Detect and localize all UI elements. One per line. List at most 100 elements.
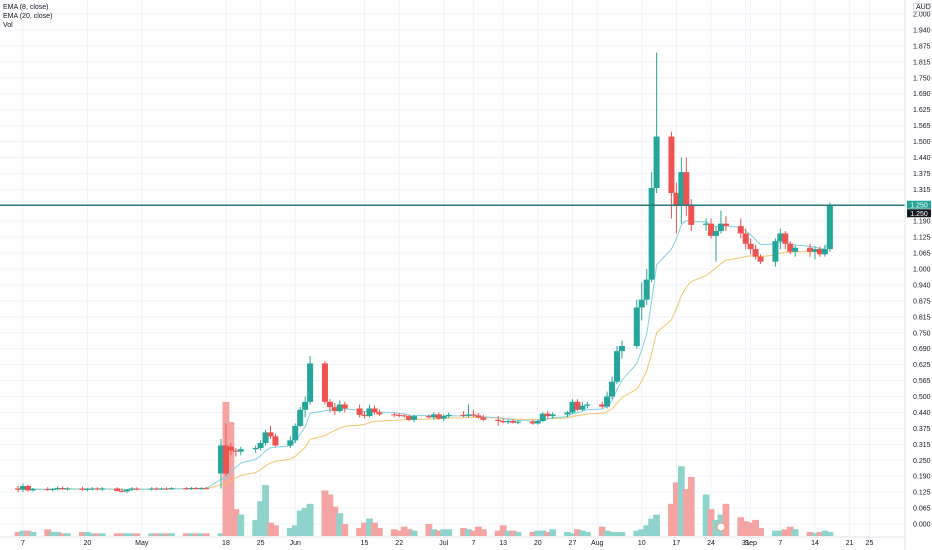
indicator-legend: EMA (8, close) EMA (20, close) Vol xyxy=(3,3,52,30)
volume-bar xyxy=(227,422,235,536)
volume-bar xyxy=(643,525,651,536)
candle-body xyxy=(336,404,343,412)
candle-body xyxy=(128,488,135,490)
candle-body xyxy=(460,414,467,417)
candle-body xyxy=(638,299,645,308)
volume-bar xyxy=(118,533,126,536)
legend-vol[interactable]: Vol xyxy=(3,22,13,29)
volume-bar xyxy=(158,533,165,536)
volume-bar xyxy=(163,533,170,536)
candle-body xyxy=(391,414,398,416)
price-tick-label: 0.750 xyxy=(913,330,931,337)
candle xyxy=(411,414,418,423)
volume-bar xyxy=(341,523,349,536)
candle xyxy=(361,411,368,419)
candle xyxy=(609,376,616,400)
candle-body xyxy=(356,408,363,415)
candle xyxy=(708,218,715,239)
volume-bar xyxy=(83,531,91,536)
hline-price-tag-bg xyxy=(907,200,931,209)
candle xyxy=(688,199,695,231)
candle xyxy=(618,340,625,359)
price-tick-label: 0.000 xyxy=(913,522,931,529)
candle xyxy=(198,487,205,490)
volume-bar xyxy=(742,521,750,536)
candle-body xyxy=(673,192,680,206)
legend-ema8[interactable]: EMA (8, close) xyxy=(3,4,49,11)
candle-body xyxy=(203,488,210,490)
volume-bar xyxy=(202,533,210,536)
currency-label[interactable]: AUD xyxy=(913,3,932,12)
volume-bar xyxy=(336,513,344,536)
candle xyxy=(59,486,66,490)
volume-bar xyxy=(702,494,710,536)
volume-bar xyxy=(618,531,626,536)
candle xyxy=(356,404,363,418)
candle xyxy=(648,172,655,283)
time-tick-label: 15 xyxy=(361,540,369,547)
candle xyxy=(495,416,502,426)
volume-bar xyxy=(291,525,299,536)
candle-body xyxy=(307,363,314,402)
volume-bar xyxy=(653,514,660,536)
candle-body xyxy=(569,401,576,413)
event-marker[interactable] xyxy=(716,522,726,532)
candle xyxy=(406,414,413,422)
candle-body xyxy=(396,414,403,416)
candle-body xyxy=(465,414,472,417)
time-axis[interactable]: 7 20 May 18 25 Jun 15 22 Jul 7 13 20 27 Aug 10 17 24 31Se… xyxy=(0,536,905,547)
candle-body xyxy=(529,421,536,424)
volume-bar xyxy=(331,506,339,536)
volume-bar xyxy=(128,533,136,536)
candle xyxy=(643,269,650,305)
volume-bar xyxy=(544,531,552,536)
candle-body xyxy=(227,446,234,451)
candle xyxy=(188,486,195,490)
candle-body xyxy=(287,440,294,446)
candle xyxy=(49,487,56,492)
price-tick-label: 0.440 xyxy=(913,410,931,417)
price-tick-label: 0.625 xyxy=(913,362,931,369)
candle xyxy=(425,414,432,419)
candle xyxy=(435,412,442,420)
candle xyxy=(15,485,22,493)
price-tick-label: 1.000 xyxy=(913,267,931,274)
price-tick-label: 0.190 xyxy=(913,474,931,481)
candle xyxy=(252,445,259,453)
candle xyxy=(787,241,794,255)
time-tick-label: 25 xyxy=(257,540,265,547)
candle-body xyxy=(49,488,56,490)
time-tick-label: 17 xyxy=(673,540,681,547)
candle-body xyxy=(148,488,155,490)
candle xyxy=(812,246,818,260)
volume-bar xyxy=(430,529,438,536)
candle xyxy=(549,412,556,419)
candle-body xyxy=(579,405,586,410)
candle-body xyxy=(119,490,125,492)
candle-body xyxy=(549,414,556,417)
volume-bar xyxy=(306,503,314,536)
price-tick-label: 0.065 xyxy=(913,506,931,513)
time-tick-label: Jul xyxy=(439,540,448,547)
candle xyxy=(64,487,71,491)
legend-ema20[interactable]: EMA (20, close) xyxy=(3,13,53,20)
candle-body xyxy=(331,407,338,412)
volume-bar xyxy=(460,527,467,536)
price-tick-label: 1.815 xyxy=(913,59,931,66)
volume-bar xyxy=(267,522,274,536)
volume-bar xyxy=(494,530,502,536)
volume-bar xyxy=(574,529,581,536)
volume-bar xyxy=(539,530,547,536)
candle-body xyxy=(321,363,328,402)
price-axis[interactable]: 2.000 1.940 1.875 1.815 1.750 1.690 1.625 1.565… xyxy=(904,0,931,550)
candle xyxy=(584,401,591,409)
candle xyxy=(544,411,551,419)
candle-body xyxy=(292,425,299,441)
candle xyxy=(569,399,576,414)
candle-body xyxy=(302,401,309,410)
candle-body xyxy=(633,307,640,347)
candle-body xyxy=(257,442,264,448)
candle-body xyxy=(406,416,413,420)
price-tick-label: 1.125 xyxy=(913,235,931,242)
